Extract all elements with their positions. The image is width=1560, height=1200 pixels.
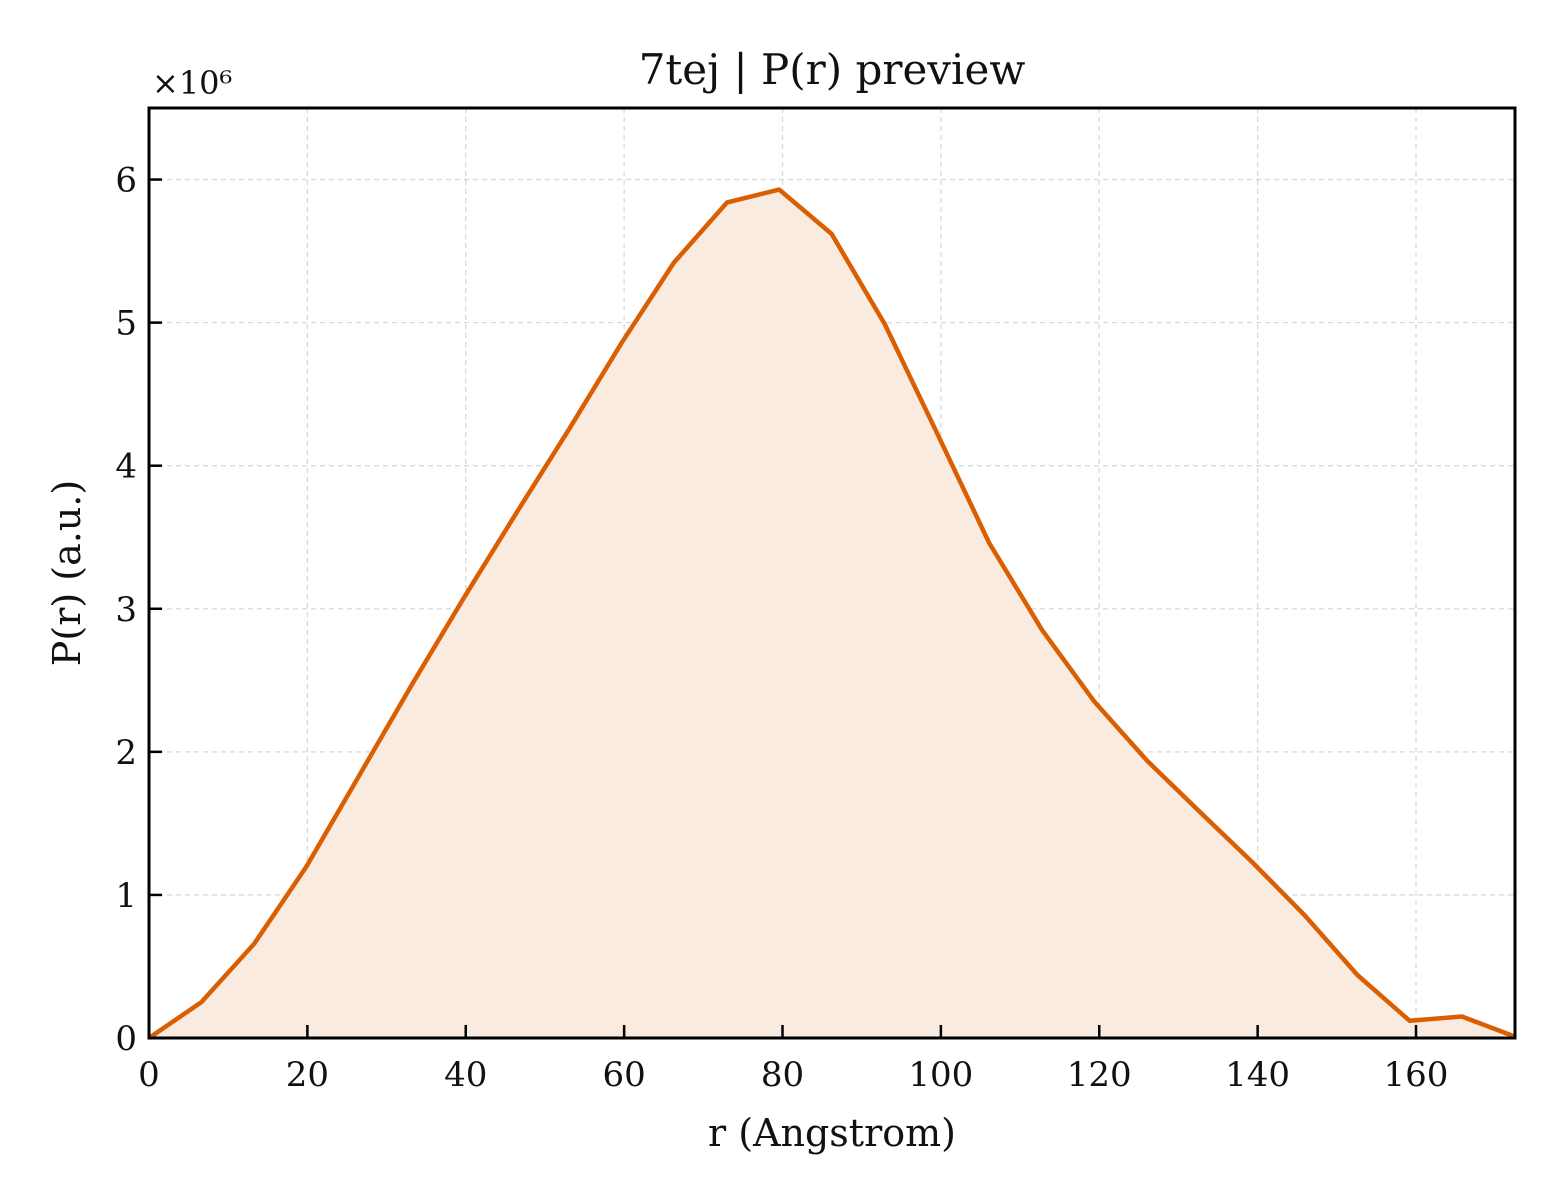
x-tick-label: 100 bbox=[908, 1055, 973, 1095]
pr-area-fill bbox=[149, 189, 1515, 1039]
x-tick-label: 20 bbox=[286, 1055, 329, 1095]
plot-frame bbox=[147, 106, 1517, 1040]
x-tick-label: 60 bbox=[602, 1055, 645, 1095]
x-tick-label: 40 bbox=[444, 1055, 487, 1095]
x-tick-label: 120 bbox=[1067, 1055, 1132, 1095]
x-tick-label: 160 bbox=[1384, 1055, 1449, 1095]
x-tick-label: 80 bbox=[761, 1055, 804, 1095]
axis-ticks: 0 20 40 60 80 100 120 140 160 0 1 2 3 4 5 6 bbox=[115, 161, 1448, 1095]
pr-series-line bbox=[147, 187, 1516, 1040]
x-tick-label: 140 bbox=[1225, 1055, 1290, 1095]
y-tick-label: 2 bbox=[115, 733, 137, 773]
x-axis-label: r (Angstrom) bbox=[708, 1111, 956, 1155]
y-tick-label: 6 bbox=[115, 161, 137, 201]
y-tick-label: 3 bbox=[115, 590, 137, 630]
y-multiplier-label: ×10⁶ bbox=[152, 64, 232, 102]
chart-title: 7tej | P(r) preview bbox=[639, 45, 1026, 94]
y-tick-label: 4 bbox=[115, 447, 137, 487]
y-tick-label: 0 bbox=[115, 1019, 137, 1059]
y-tick-label: 1 bbox=[115, 876, 137, 916]
y-axis-label: P(r) (a.u.) bbox=[45, 480, 89, 666]
x-tick-label: 0 bbox=[138, 1055, 160, 1095]
y-tick-label: 5 bbox=[115, 304, 137, 344]
